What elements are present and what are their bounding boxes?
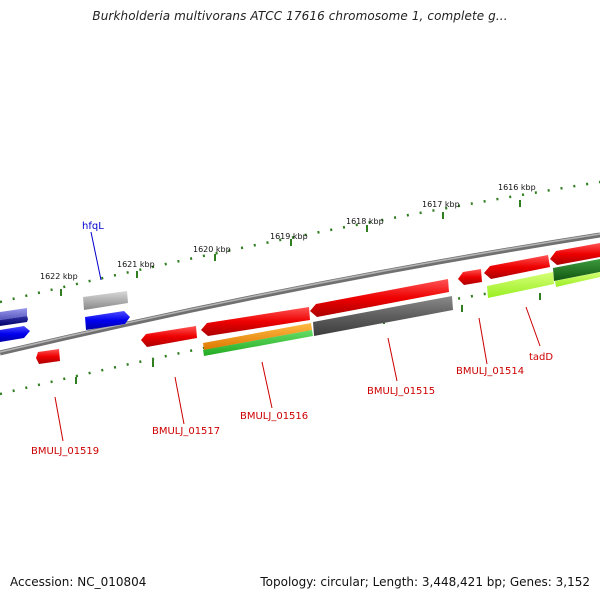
gene-label-tadD[interactable]: tadD <box>529 352 553 363</box>
ruler-label-1616: 1616 kbp <box>498 183 536 192</box>
gene-label-bmulj-01515[interactable]: BMULJ_01515 <box>367 386 435 397</box>
gene-label-bmulj-01519[interactable]: BMULJ_01519 <box>31 446 99 457</box>
gene-left-blue[interactable] <box>0 326 30 342</box>
leader-bmulj-01515 <box>387 337 398 382</box>
map-title: Burkholderia multivorans ATCC 17616 chro… <box>92 9 508 23</box>
gene-darkgreen-right[interactable] <box>553 259 600 281</box>
ruler-label-1617: 1617 kbp <box>422 200 460 209</box>
leader-bmulj-01517 <box>174 376 185 425</box>
outer-major-ticks <box>60 200 521 296</box>
gene-tadD[interactable] <box>487 272 554 298</box>
gene-bmulj-01515-grey[interactable] <box>313 296 453 336</box>
gene-blue-cds[interactable] <box>85 311 130 330</box>
gene-label-bmulj-01516[interactable]: BMULJ_01516 <box>240 411 308 422</box>
gene-bmulj-01516-orange[interactable] <box>203 323 312 350</box>
leader-bmulj-01519 <box>54 396 64 442</box>
gene-label-bmulj-01517[interactable]: BMULJ_01517 <box>152 426 220 437</box>
gene-red-right-b[interactable] <box>550 243 600 265</box>
gene-bmulj-01515[interactable] <box>310 279 449 317</box>
gene-bmulj-01517[interactable] <box>141 326 197 347</box>
leader-tadD <box>525 306 541 347</box>
gene-label-bmulj-01514[interactable]: BMULJ_01514 <box>456 366 524 377</box>
topology-text: Topology: circular; Length: 3,448,421 bp… <box>260 575 590 589</box>
ruler-label-1619: 1619 kbp <box>270 232 308 241</box>
genome-backbone-highlight <box>0 233 600 353</box>
genome-backbone <box>0 232 600 356</box>
ruler-label-1622: 1622 kbp <box>40 272 78 281</box>
gene-left-stack[interactable] <box>0 308 28 326</box>
gene-bmulj-01516[interactable] <box>201 307 310 336</box>
gene-lime-right[interactable] <box>555 272 600 287</box>
gene-hfqL[interactable] <box>83 291 128 310</box>
ruler-label-1621: 1621 kbp <box>117 260 155 269</box>
gene-bmulj-01514[interactable] <box>458 269 482 285</box>
ruler-label-1620: 1620 kbp <box>193 245 231 254</box>
leader-bmulj-01516 <box>261 361 273 409</box>
gene-bmulj-01519[interactable] <box>36 349 60 364</box>
ruler-label-1618: 1618 kbp <box>346 217 384 226</box>
gene-red-right-a[interactable] <box>484 255 550 279</box>
gene-label-hfqL[interactable]: hfqL <box>82 221 104 232</box>
leader-bmulj-01514 <box>478 317 488 365</box>
leader-hfqL <box>90 231 102 281</box>
gene-bmulj-01516-green[interactable] <box>203 330 313 356</box>
accession-text: Accession: NC_010804 <box>10 575 147 589</box>
